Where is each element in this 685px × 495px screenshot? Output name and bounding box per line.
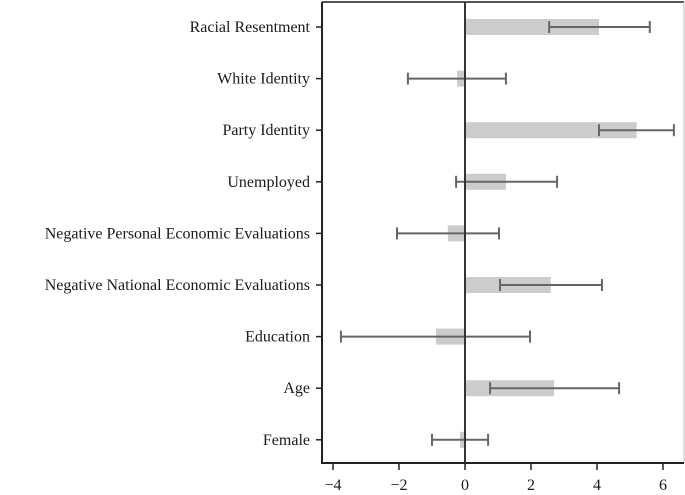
- y-tick-label: Female: [263, 432, 310, 449]
- y-axis: Racial Resentment White Identity Party Ide…: [45, 19, 322, 449]
- coef-bar: [465, 19, 599, 35]
- y-tick-label: Age: [283, 380, 310, 397]
- y-tick-label: Negative National Economic Evaluations: [45, 277, 310, 294]
- y-tick-label: Unemployed: [227, 174, 310, 191]
- y-tick-label: Negative Personal Economic Evaluations: [45, 225, 310, 242]
- x-tick-label: 6: [659, 477, 667, 494]
- y-tick-label: Racial Resentment: [190, 19, 311, 36]
- coef-bar: [465, 122, 637, 139]
- x-tick-label: 2: [527, 477, 535, 494]
- x-tick-label: −4: [324, 477, 341, 494]
- y-tick-label: White Identity: [217, 71, 310, 88]
- error-bars: [339, 2, 675, 463]
- x-tick-label: −2: [390, 477, 407, 494]
- x-axis: −4 −2 0 2 4 6: [324, 463, 667, 494]
- y-tick-label: Education: [245, 329, 310, 346]
- x-tick-label: 0: [461, 477, 469, 494]
- x-tick-label: 4: [593, 477, 601, 494]
- y-tick-label: Party Identity: [222, 122, 310, 139]
